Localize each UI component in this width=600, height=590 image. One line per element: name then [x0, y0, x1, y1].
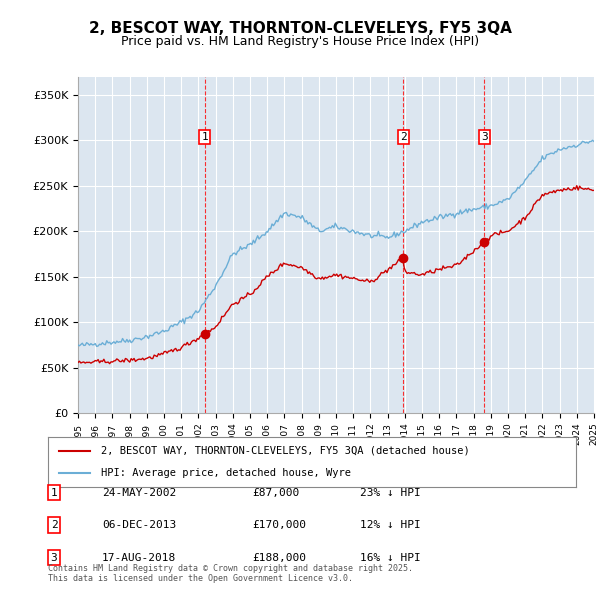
Text: 2, BESCOT WAY, THORNTON-CLEVELEYS, FY5 3QA: 2, BESCOT WAY, THORNTON-CLEVELEYS, FY5 3… [89, 21, 511, 35]
Text: 23% ↓ HPI: 23% ↓ HPI [360, 488, 421, 497]
Text: 17-AUG-2018: 17-AUG-2018 [102, 553, 176, 562]
Text: 3: 3 [481, 132, 488, 142]
Text: 2: 2 [50, 520, 58, 530]
Text: 12% ↓ HPI: 12% ↓ HPI [360, 520, 421, 530]
Text: Price paid vs. HM Land Registry's House Price Index (HPI): Price paid vs. HM Land Registry's House … [121, 35, 479, 48]
Text: 3: 3 [50, 553, 58, 562]
Text: 24-MAY-2002: 24-MAY-2002 [102, 488, 176, 497]
Text: 06-DEC-2013: 06-DEC-2013 [102, 520, 176, 530]
Text: HPI: Average price, detached house, Wyre: HPI: Average price, detached house, Wyre [101, 468, 351, 478]
Text: 16% ↓ HPI: 16% ↓ HPI [360, 553, 421, 562]
Text: 2, BESCOT WAY, THORNTON-CLEVELEYS, FY5 3QA (detached house): 2, BESCOT WAY, THORNTON-CLEVELEYS, FY5 3… [101, 445, 470, 455]
Text: £170,000: £170,000 [252, 520, 306, 530]
Text: Contains HM Land Registry data © Crown copyright and database right 2025.
This d: Contains HM Land Registry data © Crown c… [48, 563, 413, 583]
Text: 1: 1 [202, 132, 208, 142]
Text: 2: 2 [400, 132, 407, 142]
Text: £188,000: £188,000 [252, 553, 306, 562]
Text: £87,000: £87,000 [252, 488, 299, 497]
Text: 1: 1 [50, 488, 58, 497]
